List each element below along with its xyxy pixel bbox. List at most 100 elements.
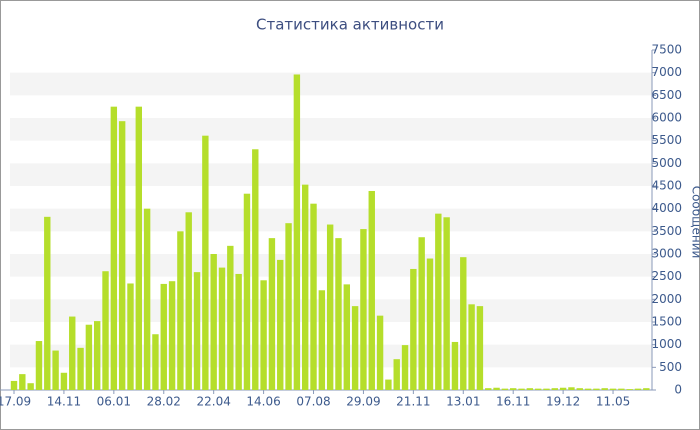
bar [368, 190, 375, 390]
bar [202, 135, 209, 390]
bar [609, 388, 617, 390]
x-tick-label: 28.02 [147, 395, 181, 409]
bar [460, 257, 467, 390]
bar [435, 213, 442, 390]
bar [227, 245, 234, 390]
bar [559, 387, 567, 390]
bar [634, 388, 642, 390]
bar [385, 379, 392, 390]
y-tick-label: 4500 [651, 179, 682, 193]
bar [476, 306, 484, 390]
bar [318, 290, 326, 390]
bar [526, 388, 534, 390]
bar [568, 387, 575, 390]
bar [601, 388, 608, 390]
y-tick-label: 500 [659, 360, 682, 374]
bar [351, 306, 359, 390]
bar [285, 223, 292, 390]
bar [410, 268, 417, 390]
y-tick-label: 7500 [651, 43, 682, 57]
bar [10, 380, 18, 390]
bar [626, 389, 633, 390]
bar [584, 388, 592, 390]
y-tick-label: 2000 [651, 292, 682, 306]
x-tick-label: 07.08 [296, 395, 330, 409]
x-tick-label: 13.01 [446, 395, 480, 409]
bar [576, 388, 583, 390]
bar [94, 321, 101, 390]
bar [493, 387, 500, 390]
bar [27, 383, 34, 390]
bar [618, 388, 625, 390]
y-tick-label: 7000 [651, 65, 682, 79]
x-tick-label: 21.11 [396, 395, 430, 409]
y-tick-label: 5000 [651, 156, 682, 170]
bar [335, 238, 342, 390]
bar [135, 106, 142, 391]
x-tick-label: 06.01 [97, 395, 131, 409]
bar [252, 149, 259, 390]
y-tick-label: 6000 [651, 111, 682, 125]
bar [44, 216, 51, 390]
y-tick-label: 3000 [651, 247, 682, 261]
x-tick-label: 17.09 [0, 395, 31, 409]
bar [19, 374, 26, 390]
bar [643, 388, 650, 390]
bar [443, 217, 450, 390]
bar [143, 208, 151, 390]
bar [168, 281, 176, 390]
y-tick-label: 5500 [651, 133, 682, 147]
bar [52, 350, 59, 390]
bar [277, 259, 284, 390]
bar [160, 283, 167, 390]
bar [210, 254, 217, 390]
bar [35, 341, 43, 390]
bar [218, 267, 226, 390]
bar [118, 121, 126, 390]
chart-title: Статистика активности [256, 16, 444, 34]
bar [593, 388, 600, 390]
bar [551, 388, 558, 390]
bar [260, 280, 267, 390]
bar [451, 341, 459, 390]
bar [110, 106, 118, 391]
bar [393, 359, 400, 390]
bar [326, 224, 334, 390]
x-tick-label: 14.06 [246, 395, 280, 409]
grid-band [10, 163, 652, 186]
bar [268, 238, 276, 390]
x-tick-label: 16.11 [496, 395, 530, 409]
y-tick-label: 0 [674, 383, 682, 397]
bar [343, 284, 350, 390]
bar [401, 345, 409, 390]
bar [418, 237, 425, 390]
x-tick-label: 19.12 [546, 395, 580, 409]
bar [518, 388, 525, 390]
bar [60, 372, 68, 390]
bar [510, 388, 517, 390]
bar [310, 203, 317, 390]
bar [85, 324, 93, 390]
bar [543, 388, 550, 390]
bar [485, 388, 492, 390]
bar [501, 388, 509, 390]
bar [102, 271, 109, 390]
bar [152, 334, 159, 390]
bar [77, 347, 84, 390]
y-tick-label: 1000 [651, 337, 682, 351]
bar [376, 315, 384, 390]
x-tick-label: 11.05 [596, 395, 630, 409]
bar [360, 229, 367, 390]
bar [302, 184, 309, 390]
x-tick-label: 22.04 [197, 395, 231, 409]
y-tick-label: 4000 [651, 201, 682, 215]
x-tick-label: 14.11 [47, 395, 81, 409]
grid-band [10, 208, 652, 232]
x-tick-label: 29.09 [346, 395, 380, 409]
bar [468, 304, 475, 390]
grid-band [10, 118, 652, 141]
bar [426, 258, 434, 390]
bar [243, 193, 251, 390]
bar [293, 74, 301, 390]
